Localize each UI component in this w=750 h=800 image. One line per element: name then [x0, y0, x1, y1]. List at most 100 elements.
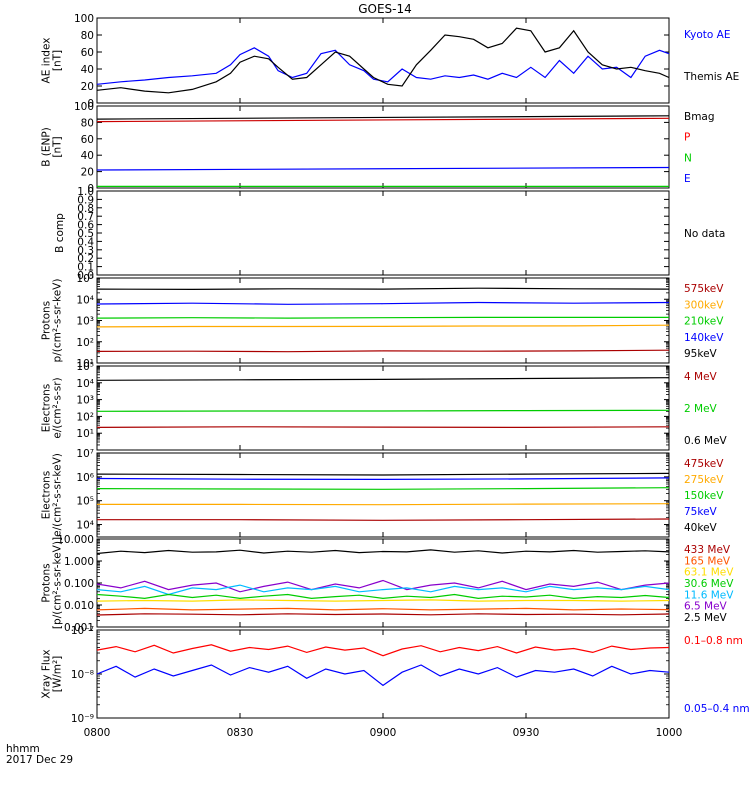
y-tick-label: 10.000: [57, 534, 94, 546]
y-axis-label: [p/(cm²-s-sr-keV)]: [52, 537, 64, 629]
legend-30-6-mev: 30.6 MeV: [684, 578, 734, 590]
y-tick-label: 10⁵: [76, 273, 94, 285]
series-2-5-mev: [96, 549, 670, 555]
series-4-mev: [96, 426, 670, 428]
series-475kev: [97, 518, 670, 521]
panel-benp: 0 20 40 60 80 100 B (ENP) [nT] Bmag PNE: [41, 101, 715, 195]
y-axis-label: B comp: [54, 213, 66, 253]
series-6-5-mev: [96, 579, 670, 593]
panel-electrons_mev: 10¹ 10² 10³ 10⁴ 10⁵ Electrons e/(cm²-s-sr) 4 Me…: [41, 361, 728, 451]
series-group: [96, 115, 670, 187]
series-165-mev: [96, 607, 670, 611]
y-tick-label: 20: [81, 81, 94, 93]
y-tick-label: 10⁻⁸: [71, 669, 94, 681]
y-tick-label: 0.001: [64, 622, 94, 634]
legend-210kev: 210keV: [684, 316, 724, 328]
series-433-mev: [96, 613, 670, 616]
panel-protons_mev: 0.001 0.010 0.100 1.000 10.000 Protons [p/(cm²…: [41, 534, 735, 634]
y-tick-label: 10⁴: [76, 378, 94, 390]
legend-11-6-mev: 11.6 MeV: [684, 589, 734, 601]
series-150kev: [96, 487, 670, 490]
legend-165-mev: 165 MeV: [684, 555, 731, 567]
y-axis-label: e/(cm²-s-sr): [52, 377, 64, 438]
series-40kev: [96, 472, 670, 476]
y-axis-label: [W/m²]: [52, 656, 64, 693]
series-11-6-mev: [96, 584, 670, 596]
y-tick-label: 40: [81, 150, 94, 162]
y-tick-label: 80: [81, 30, 94, 42]
y-axis-label: p/(cm²-s-sr-keV): [52, 279, 64, 363]
legend-150kev: 150keV: [684, 490, 724, 502]
y-axis-label: Xray Flux: [41, 649, 53, 698]
y-tick-label: 10⁶: [76, 472, 94, 484]
y-tick-label: 60: [81, 47, 94, 59]
legend-475kev: 475keV: [684, 458, 724, 470]
legend-4-mev: 4 MeV: [684, 371, 718, 383]
series-group: [96, 472, 670, 521]
x-axis: 0800 0830 0900 0930 1000: [84, 727, 683, 739]
legend-75kev: 75keV: [684, 506, 718, 518]
series-group: [96, 287, 670, 353]
y-tick-label: 10⁷: [76, 448, 94, 460]
y-tick-label: 10⁵: [76, 361, 94, 373]
series-0-05-0-4-nm: [96, 664, 670, 687]
series-group: [96, 549, 670, 616]
series-300kev: [96, 324, 670, 328]
legend-0-1-0-8-nm: 0.1–0.8 nm: [684, 635, 743, 647]
y-tick-label: 10²: [76, 337, 94, 349]
y-tick-label: 10¹: [76, 358, 94, 370]
legend-bmag: Bmag: [684, 111, 715, 123]
panel-xray: 10⁻⁹ 10⁻⁸ 10⁻⁷ Xray Flux [W/m²] 0.1–0.8 nm 0.0…: [41, 625, 750, 725]
panel-frame: [96, 452, 670, 538]
y-axis-label: Electrons: [41, 471, 53, 520]
y-tick-label: 1.000: [64, 556, 94, 568]
series-0-6-mev: [96, 377, 670, 381]
y-tick-label: 10³: [76, 316, 94, 328]
x-tick-label: 0830: [227, 727, 254, 739]
y-tick-label: 40: [81, 64, 94, 76]
y-tick-label: 10⁵: [76, 496, 94, 508]
y-tick-label: 20: [81, 167, 94, 179]
legend-575kev: 575keV: [684, 283, 724, 295]
y-tick-label: 10¹: [76, 428, 94, 440]
legend-n: N: [684, 152, 692, 164]
y-axis-label: B (ENP): [41, 127, 53, 167]
series-275kev: [97, 503, 670, 506]
legend-0-6-mev: 0.6 MeV: [684, 435, 728, 447]
y-tick-label: 0: [87, 183, 94, 195]
series-63-1-mev: [96, 599, 670, 602]
series-95kev: [96, 287, 670, 290]
series-210kev: [96, 316, 669, 319]
chart-title: GOES-14: [358, 2, 412, 16]
series-group: [96, 644, 670, 687]
y-tick-label: 0.100: [64, 578, 94, 590]
series-group: [96, 377, 670, 428]
x-tick-label: 1000: [656, 727, 683, 739]
legend-2-mev: 2 MeV: [684, 403, 718, 415]
panel-protons_kev: 10¹ 10² 10³ 10⁴ 10⁵ Protons p/(cm²-s-sr-keV) 57…: [41, 273, 725, 370]
legend-140kev: 140keV: [684, 332, 724, 344]
y-tick-label: 0.4: [77, 236, 94, 248]
y-axis-label: Protons: [41, 563, 53, 602]
x-tick-label: 0800: [84, 727, 111, 739]
y-tick-label: 60: [81, 134, 94, 146]
x-tick-label: 0900: [370, 727, 397, 739]
legend-themis-ae: Themis AE: [683, 71, 739, 83]
y-tick-label: 0.9: [77, 194, 94, 206]
y-axis-label: Protons: [41, 301, 53, 340]
y-tick-label: 80: [81, 117, 94, 129]
series-e: [96, 166, 670, 171]
y-tick-label: 10⁴: [76, 520, 94, 532]
legend-no-data: No data: [684, 228, 725, 240]
y-tick-label: 10⁻⁷: [71, 625, 94, 637]
panel-ae: 0 20 40 60 80 100 AE index [nT] Kyoto AE Themis A…: [41, 13, 740, 110]
legend-6-5-mev: 6.5 MeV: [684, 601, 728, 613]
series-0-1-0-8-nm: [96, 644, 670, 657]
y-tick-label: 0.3: [77, 245, 94, 257]
legend-2-5-mev: 2.5 MeV: [684, 612, 728, 624]
y-tick-label: 100: [74, 101, 94, 113]
legend-63-1-mev: 63.1 MeV: [684, 567, 734, 579]
y-tick-label: 10⁻⁹: [71, 713, 94, 725]
x-tick-label: 0930: [513, 727, 540, 739]
